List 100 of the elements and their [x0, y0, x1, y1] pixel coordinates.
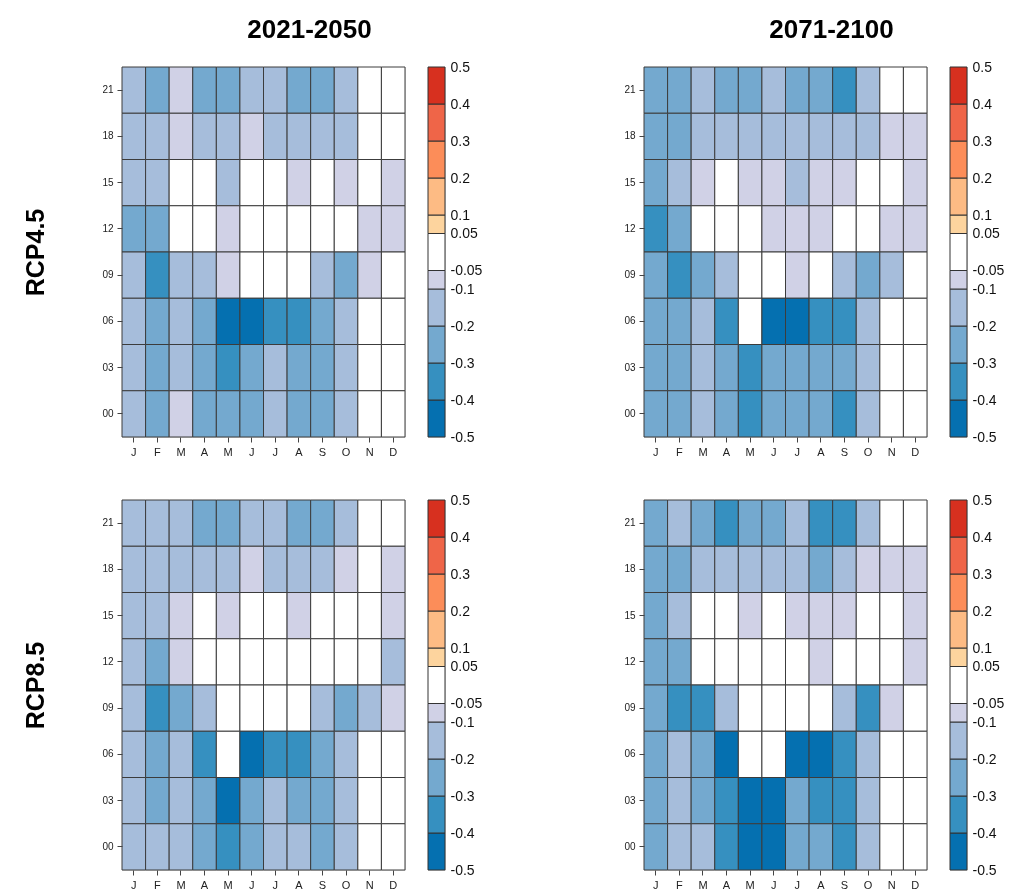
color-bar-label: -0.05: [972, 262, 1005, 278]
x-tick-label: A: [295, 445, 304, 458]
y-tick-label: 12: [624, 655, 636, 667]
x-tick-label: J: [248, 445, 255, 458]
x-tick-label: J: [770, 878, 777, 891]
color-bar-label: 0.1: [450, 639, 471, 656]
x-tick-label: J: [794, 878, 801, 891]
x-tick-label: F: [676, 445, 684, 458]
x-tick-label: D: [911, 878, 920, 891]
x-tick-label: M: [223, 878, 233, 891]
y-axis-title: RCP8.5: [21, 641, 50, 730]
x-tick-label: M: [745, 445, 755, 458]
color-bar-label: -0.4: [972, 824, 997, 841]
x-tick-label: M: [176, 878, 186, 891]
x-tick-label: J: [248, 878, 255, 891]
x-tick-label: F: [154, 878, 162, 891]
color-bar-label: 0.4: [972, 95, 993, 112]
color-bar-label: -0.5: [450, 428, 475, 445]
y-tick-label: 15: [102, 176, 114, 188]
color-bar-label: 0.2: [450, 169, 471, 186]
y-tick-label: 09: [102, 702, 114, 714]
color-bar-label: -0.4: [450, 824, 475, 841]
x-tick-label: J: [272, 878, 279, 891]
color-bar-label: -0.3: [972, 787, 997, 804]
y-tick-label: 15: [102, 609, 114, 621]
y-tick-label: 06: [624, 315, 636, 327]
y-tick-label: 03: [102, 361, 114, 373]
x-tick-label: J: [653, 445, 659, 458]
color-bar-label: -0.1: [972, 713, 997, 730]
color-bar-label: 0.4: [450, 95, 471, 112]
color-bar-label: -0.5: [450, 861, 475, 878]
x-tick-label: A: [817, 445, 826, 458]
color-bar-label: -0.3: [450, 787, 475, 804]
y-tick-label: 18: [102, 130, 114, 142]
color-bar-label: 0.2: [972, 169, 993, 186]
color-bar-label: 0.5: [450, 58, 471, 75]
x-tick-label: F: [676, 878, 684, 891]
x-tick-label: A: [817, 878, 826, 891]
y-tick-label: 21: [624, 84, 636, 96]
x-tick-label: M: [223, 445, 233, 458]
color-bar-label: -0.05: [450, 695, 483, 711]
y-tick-label: 06: [102, 748, 114, 760]
x-tick-label: S: [318, 445, 327, 458]
color-bar-label: 0.05: [450, 225, 478, 241]
x-tick-label: A: [200, 878, 209, 891]
y-tick-label: 21: [102, 84, 114, 96]
color-bar-label: -0.3: [450, 354, 475, 371]
y-tick-label: 03: [624, 794, 636, 806]
x-tick-label: O: [863, 878, 873, 891]
y-tick-label: 09: [624, 269, 636, 281]
y-tick-label: 00: [624, 840, 636, 852]
x-tick-label: O: [341, 445, 351, 458]
y-tick-label: 03: [102, 794, 114, 806]
color-bar-label: -0.05: [972, 695, 1005, 711]
color-bar-label: 0.2: [972, 602, 993, 619]
y-tick-label: 18: [624, 563, 636, 575]
color-bar-label: 0.1: [450, 206, 471, 223]
y-tick-label: 06: [624, 748, 636, 760]
color-bar-label: -0.5: [972, 861, 997, 878]
color-bar-label: 0.5: [972, 58, 993, 75]
y-axis-title: RCP4.5: [21, 208, 50, 297]
x-tick-label: J: [131, 445, 137, 458]
x-tick-label: A: [722, 445, 731, 458]
y-tick-label: 09: [624, 702, 636, 714]
color-bar-label: 0.3: [450, 132, 471, 149]
color-bar-label: 0.4: [972, 528, 993, 545]
x-tick-label: J: [131, 878, 137, 891]
x-tick-label: J: [770, 445, 777, 458]
x-tick-label: N: [887, 445, 896, 458]
chart-title: 2071-2100: [769, 13, 894, 44]
y-tick-label: 18: [624, 130, 636, 142]
color-bar-label: -0.1: [450, 280, 475, 297]
y-tick-label: 15: [624, 176, 636, 188]
x-tick-label: J: [653, 878, 659, 891]
y-tick-label: 00: [102, 840, 114, 852]
x-tick-label: N: [365, 445, 374, 458]
color-bar-label: -0.3: [972, 354, 997, 371]
x-tick-label: J: [272, 445, 279, 458]
x-tick-label: J: [794, 445, 801, 458]
y-tick-label: 21: [624, 517, 636, 529]
color-bar-label: 0.05: [450, 658, 478, 674]
color-bar-label: -0.1: [972, 280, 997, 297]
chart-title: 2021-2050: [247, 13, 372, 44]
y-tick-label: 06: [102, 315, 114, 327]
y-tick-label: 15: [624, 609, 636, 621]
color-bar-label: -0.4: [972, 391, 997, 408]
y-tick-label: 00: [102, 407, 114, 419]
y-tick-label: 03: [624, 361, 636, 373]
y-tick-label: 09: [102, 269, 114, 281]
x-tick-label: N: [365, 878, 374, 891]
y-tick-label: 12: [102, 222, 114, 234]
color-bar-label: -0.2: [450, 750, 475, 767]
y-tick-label: 12: [624, 222, 636, 234]
x-tick-label: S: [840, 878, 849, 891]
color-bar-label: 0.5: [450, 491, 471, 508]
color-bar-label: 0.1: [972, 639, 993, 656]
color-bar-label: -0.05: [450, 262, 483, 278]
x-tick-label: N: [887, 878, 896, 891]
color-bar-label: 0.1: [972, 206, 993, 223]
color-bar-label: -0.2: [450, 317, 475, 334]
